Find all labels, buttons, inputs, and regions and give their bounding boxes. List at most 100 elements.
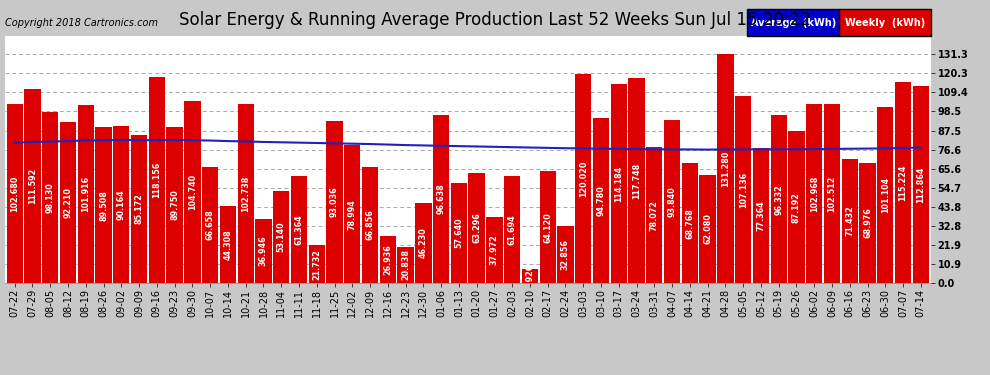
Text: 93.036: 93.036 xyxy=(330,187,339,218)
Text: 96.332: 96.332 xyxy=(774,184,783,214)
Text: 94.780: 94.780 xyxy=(597,185,606,216)
Bar xyxy=(184,100,201,283)
Bar xyxy=(557,226,573,283)
Bar xyxy=(25,88,41,283)
Bar xyxy=(362,166,378,283)
Bar xyxy=(379,236,396,283)
Bar xyxy=(664,120,680,283)
Bar xyxy=(859,163,876,283)
Bar xyxy=(824,105,841,283)
Bar xyxy=(273,190,289,283)
Bar xyxy=(593,118,609,283)
Text: 66.658: 66.658 xyxy=(206,210,215,240)
Text: Solar Energy & Running Average Production Last 52 Weeks Sun Jul 15 20:22: Solar Energy & Running Average Productio… xyxy=(179,11,811,29)
Bar xyxy=(877,107,893,283)
Text: 44.308: 44.308 xyxy=(224,229,233,260)
Bar xyxy=(433,115,449,283)
Bar xyxy=(540,171,556,283)
Bar xyxy=(220,206,236,283)
Text: 68.976: 68.976 xyxy=(863,208,872,238)
Bar xyxy=(77,105,94,283)
Bar xyxy=(397,247,414,283)
Text: 102.968: 102.968 xyxy=(810,175,819,211)
Text: 26.936: 26.936 xyxy=(383,244,392,275)
Text: 78.072: 78.072 xyxy=(649,200,658,231)
Text: 101.916: 101.916 xyxy=(81,176,90,212)
Bar xyxy=(788,131,805,283)
Bar xyxy=(806,104,823,283)
Text: 85.172: 85.172 xyxy=(135,194,144,224)
Bar xyxy=(166,127,183,283)
Text: 36.946: 36.946 xyxy=(259,236,268,266)
Bar xyxy=(291,176,307,283)
Text: 117.748: 117.748 xyxy=(632,162,642,199)
Text: 46.230: 46.230 xyxy=(419,228,428,258)
Bar xyxy=(575,74,591,283)
Text: 71.432: 71.432 xyxy=(845,206,854,236)
Text: 63.296: 63.296 xyxy=(472,213,481,243)
Text: 101.104: 101.104 xyxy=(881,177,890,213)
Bar xyxy=(309,245,325,283)
Bar xyxy=(148,77,165,283)
Bar xyxy=(700,175,716,283)
Text: 78.994: 78.994 xyxy=(347,199,356,230)
Text: Average  (kWh): Average (kWh) xyxy=(750,18,836,27)
Bar xyxy=(611,84,627,283)
Bar xyxy=(629,78,644,283)
Text: 89.750: 89.750 xyxy=(170,189,179,220)
Text: Weekly  (kWh): Weekly (kWh) xyxy=(844,18,925,27)
Bar xyxy=(113,126,130,283)
Text: 37.972: 37.972 xyxy=(490,235,499,266)
Bar xyxy=(646,147,662,283)
Bar xyxy=(895,82,911,283)
Text: 7.926: 7.926 xyxy=(526,264,535,289)
Bar xyxy=(504,176,521,283)
Text: 92.210: 92.210 xyxy=(63,188,72,218)
Text: 64.120: 64.120 xyxy=(544,212,552,243)
Text: 111.592: 111.592 xyxy=(28,168,37,204)
Text: 61.694: 61.694 xyxy=(508,214,517,244)
Text: 102.680: 102.680 xyxy=(10,176,19,212)
Bar xyxy=(770,115,787,283)
Text: 20.838: 20.838 xyxy=(401,249,410,280)
Text: 115.224: 115.224 xyxy=(899,165,908,201)
Bar xyxy=(131,135,148,283)
Text: 89.508: 89.508 xyxy=(99,190,108,220)
Text: 96.638: 96.638 xyxy=(437,183,446,214)
Text: 62.080: 62.080 xyxy=(703,214,712,244)
Text: 61.364: 61.364 xyxy=(294,214,304,245)
Bar xyxy=(327,121,343,283)
Bar xyxy=(43,112,58,283)
Text: 120.020: 120.020 xyxy=(579,160,588,197)
Bar xyxy=(842,159,858,283)
Bar xyxy=(59,122,76,283)
Text: 118.156: 118.156 xyxy=(152,162,161,198)
Bar xyxy=(7,104,23,283)
Bar xyxy=(735,96,751,283)
Text: 77.364: 77.364 xyxy=(756,200,765,231)
Text: 21.732: 21.732 xyxy=(312,249,322,280)
FancyBboxPatch shape xyxy=(840,9,931,36)
Text: 112.864: 112.864 xyxy=(917,166,926,203)
Bar xyxy=(345,146,360,283)
Text: 68.768: 68.768 xyxy=(685,208,694,238)
Bar xyxy=(202,167,219,283)
Text: 98.130: 98.130 xyxy=(46,182,54,213)
Text: 66.856: 66.856 xyxy=(365,210,374,240)
Text: 53.140: 53.140 xyxy=(277,222,286,252)
Bar xyxy=(255,219,271,283)
Bar xyxy=(415,202,432,283)
FancyBboxPatch shape xyxy=(747,9,840,36)
Bar xyxy=(238,104,253,283)
Bar xyxy=(752,148,769,283)
Text: 102.738: 102.738 xyxy=(242,176,250,212)
Bar xyxy=(95,127,112,283)
Text: 131.280: 131.280 xyxy=(721,150,730,187)
Bar xyxy=(450,183,467,283)
Text: 104.740: 104.740 xyxy=(188,174,197,210)
Bar xyxy=(682,163,698,283)
Text: 57.640: 57.640 xyxy=(454,217,463,248)
Text: 102.512: 102.512 xyxy=(828,176,837,212)
Bar xyxy=(468,173,485,283)
Bar xyxy=(522,269,539,283)
